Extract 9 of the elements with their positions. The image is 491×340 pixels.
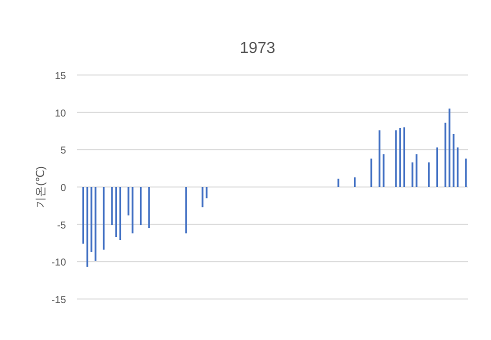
y-tick-label: 15 [54, 71, 66, 82]
y-tick-label: -15 [52, 295, 66, 306]
y-axis-title: 기온(℃) [35, 166, 47, 208]
y-tick-label: 5 [60, 146, 66, 157]
y-tick-label: -10 [52, 258, 66, 269]
y-tick-label: -5 [57, 220, 66, 232]
y-tick-label: 0 [60, 183, 66, 194]
y-tick-label: 10 [54, 108, 66, 120]
chart-title: 1973 [240, 40, 276, 57]
